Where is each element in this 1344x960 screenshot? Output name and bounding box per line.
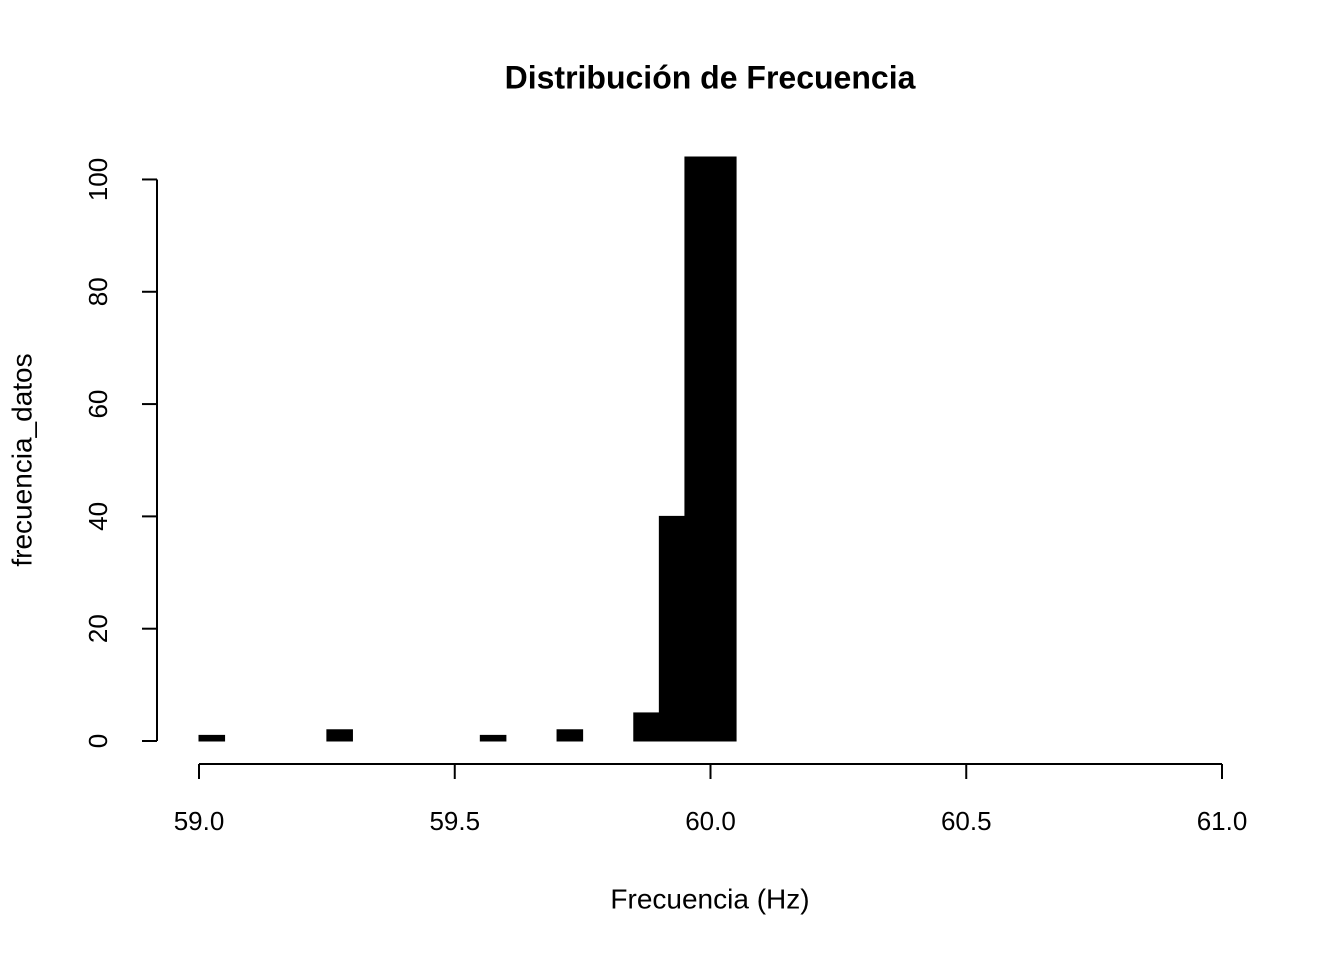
bar: [684, 156, 711, 742]
y-tick-label: 0: [83, 734, 113, 748]
y-tick-label: 100: [83, 158, 113, 201]
bar: [198, 734, 226, 742]
bar: [710, 156, 737, 742]
x-axis-label: Frecuencia (Hz): [610, 883, 809, 914]
y-tick-label: 80: [83, 277, 113, 306]
x-tick-label: 59.0: [174, 806, 225, 836]
y-tick-label: 60: [83, 390, 113, 419]
bar: [633, 712, 660, 742]
bar: [326, 729, 353, 742]
bar: [658, 515, 686, 742]
x-tick-label: 60.5: [941, 806, 992, 836]
bar: [479, 734, 507, 742]
bar: [556, 729, 584, 742]
x-tick-label: 61.0: [1197, 806, 1248, 836]
x-tick-label: 60.0: [685, 806, 736, 836]
x-tick-label: 59.5: [429, 806, 480, 836]
y-axis-label: frecuencia_datos: [6, 353, 37, 566]
y-tick-label: 40: [83, 502, 113, 531]
chart-title: Distribución de Frecuencia: [505, 59, 916, 95]
y-tick-label: 20: [83, 614, 113, 643]
